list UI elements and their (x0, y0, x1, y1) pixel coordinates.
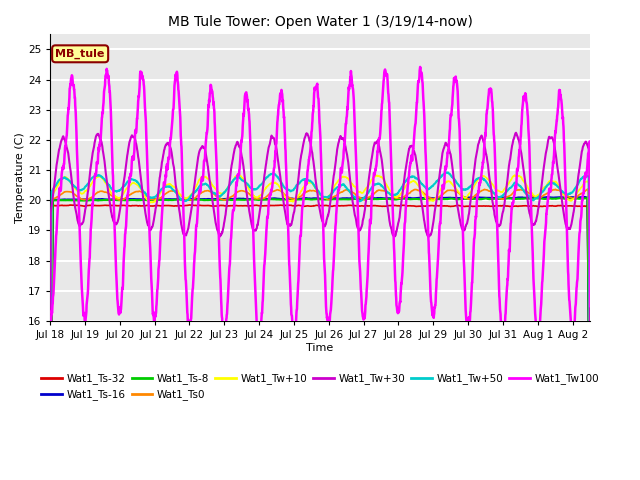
Wat1_Tw+30 (586, 429, 594, 434)
Wat1_Tw+10 (323, 195, 331, 201)
Wat1_Tw+10 (568, 198, 575, 204)
Wat1_Tw+30 (385, 209, 392, 215)
Wat1_Tw+30 (46, 465, 54, 471)
Y-axis label: Temperature (C): Temperature (C) (15, 132, 25, 223)
Wat1_Tw+50 (568, 190, 575, 195)
Wat1_Ts0 (78, 196, 86, 202)
Line: Wat1_Ts-32: Wat1_Ts-32 (50, 205, 590, 480)
Wat1_Ts-32 (401, 203, 409, 208)
Wat1_Tw100 (504, 282, 511, 288)
Wat1_Ts-8 (556, 195, 563, 201)
Wat1_Ts0 (584, 186, 591, 192)
Line: Wat1_Ts-8: Wat1_Ts-8 (50, 198, 590, 480)
X-axis label: Time: Time (307, 343, 333, 353)
Wat1_Tw+50 (401, 180, 408, 185)
Line: Wat1_Ts-16: Wat1_Ts-16 (50, 197, 590, 480)
Line: Wat1_Tw100: Wat1_Tw100 (50, 67, 590, 480)
Wat1_Tw100 (586, 303, 594, 309)
Wat1_Tw+10 (511, 172, 518, 178)
Wat1_Tw+50 (444, 169, 452, 175)
Wat1_Ts-16 (580, 194, 588, 200)
Wat1_Ts-32 (323, 203, 331, 208)
Wat1_Ts-8 (586, 473, 594, 479)
Wat1_Ts0 (323, 196, 331, 202)
Wat1_Ts0 (401, 193, 408, 199)
Wat1_Ts0 (385, 190, 392, 196)
Wat1_Ts-16 (586, 473, 594, 479)
Wat1_Tw100 (568, 329, 575, 335)
Wat1_Tw100 (78, 285, 86, 290)
Wat1_Ts-8 (568, 196, 575, 202)
Wat1_Ts-32 (504, 203, 511, 209)
Wat1_Ts-32 (186, 202, 193, 208)
Wat1_Tw+50 (385, 190, 392, 195)
Wat1_Tw+30 (503, 180, 511, 186)
Wat1_Tw+30 (568, 221, 575, 227)
Wat1_Tw+30 (401, 173, 408, 179)
Wat1_Ts-8 (385, 196, 392, 202)
Wat1_Tw+10 (586, 445, 594, 451)
Wat1_Ts-32 (78, 203, 86, 208)
Wat1_Tw+10 (385, 185, 392, 191)
Wat1_Ts-8 (323, 197, 331, 203)
Wat1_Tw+50 (504, 188, 511, 194)
Wat1_Ts-8 (401, 196, 408, 202)
Wat1_Ts-8 (78, 198, 86, 204)
Wat1_Ts-16 (78, 197, 86, 203)
Wat1_Tw100 (416, 64, 424, 70)
Wat1_Ts-16 (503, 195, 511, 201)
Wat1_Tw100 (401, 221, 408, 227)
Wat1_Ts0 (586, 459, 594, 465)
Title: MB Tule Tower: Open Water 1 (3/19/14-now): MB Tule Tower: Open Water 1 (3/19/14-now… (168, 15, 472, 29)
Line: Wat1_Tw+30: Wat1_Tw+30 (50, 133, 590, 468)
Wat1_Tw+50 (323, 194, 331, 200)
Wat1_Ts-16 (401, 195, 408, 201)
Wat1_Tw100 (385, 90, 392, 96)
Wat1_Ts-32 (586, 477, 594, 480)
Wat1_Ts0 (568, 195, 575, 201)
Text: MB_tule: MB_tule (56, 48, 105, 59)
Wat1_Tw+50 (78, 187, 86, 192)
Wat1_Tw+30 (512, 130, 520, 136)
Wat1_Tw100 (323, 315, 331, 321)
Wat1_Ts-32 (568, 203, 575, 209)
Wat1_Ts-16 (323, 196, 331, 202)
Wat1_Ts0 (503, 194, 511, 200)
Wat1_Ts-16 (568, 194, 575, 200)
Wat1_Ts-32 (385, 203, 392, 208)
Wat1_Tw+10 (401, 185, 408, 191)
Line: Wat1_Tw+10: Wat1_Tw+10 (50, 175, 590, 480)
Wat1_Ts-16 (385, 195, 392, 201)
Line: Wat1_Ts0: Wat1_Ts0 (50, 189, 590, 480)
Wat1_Tw+10 (78, 191, 86, 197)
Line: Wat1_Tw+50: Wat1_Tw+50 (50, 172, 590, 480)
Wat1_Ts-8 (503, 195, 511, 201)
Legend: Wat1_Ts-32, Wat1_Ts-16, Wat1_Ts-8, Wat1_Ts0, Wat1_Tw+10, Wat1_Tw+30, Wat1_Tw+50,: Wat1_Ts-32, Wat1_Ts-16, Wat1_Ts-8, Wat1_… (37, 369, 603, 405)
Wat1_Tw+50 (586, 443, 594, 448)
Wat1_Tw+10 (503, 183, 511, 189)
Wat1_Tw+30 (78, 221, 86, 227)
Wat1_Tw+30 (323, 216, 331, 222)
